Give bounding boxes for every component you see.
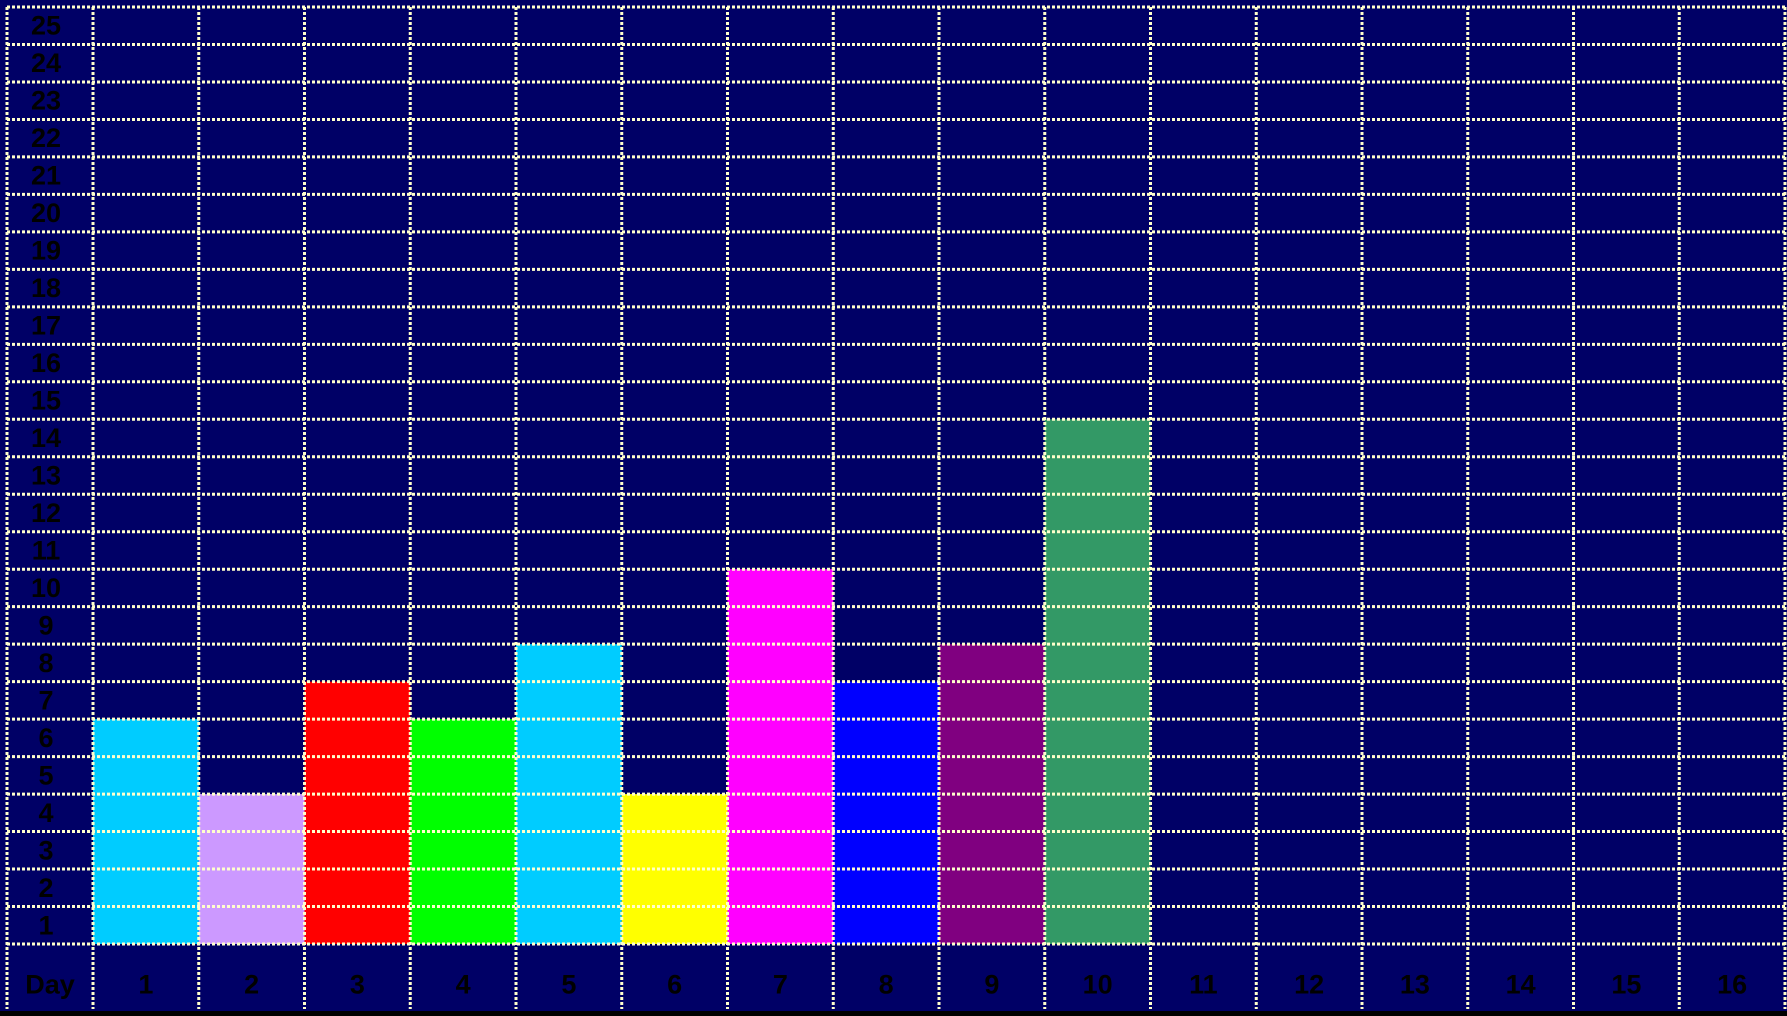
y-tick-label: 14 bbox=[31, 423, 61, 453]
x-tick-label: 3 bbox=[350, 969, 365, 999]
y-tick-label: 13 bbox=[31, 461, 61, 491]
labels-group: 1234567891011121314151617181920212223242… bbox=[25, 11, 1747, 1000]
y-tick-label: 20 bbox=[31, 198, 61, 228]
x-tick-label: 8 bbox=[879, 969, 894, 999]
y-tick-label: 11 bbox=[32, 535, 61, 565]
grid-group bbox=[5, 5, 1787, 1009]
x-tick-label: 15 bbox=[1611, 969, 1641, 999]
y-tick-label: 5 bbox=[38, 760, 53, 790]
y-tick-label: 25 bbox=[31, 11, 61, 41]
y-tick-label: 22 bbox=[31, 123, 61, 153]
x-tick-label: 6 bbox=[667, 969, 682, 999]
x-tick-label: 10 bbox=[1083, 969, 1113, 999]
x-tick-label: 5 bbox=[561, 969, 576, 999]
x-tick-label: 11 bbox=[1189, 969, 1218, 999]
x-tick-label: 1 bbox=[138, 969, 153, 999]
y-tick-label: 16 bbox=[31, 348, 61, 378]
x-tick-label: 13 bbox=[1400, 969, 1430, 999]
y-tick-label: 21 bbox=[31, 161, 61, 191]
y-tick-label: 9 bbox=[38, 610, 53, 640]
y-tick-label: 19 bbox=[31, 236, 61, 266]
y-tick-label: 8 bbox=[38, 648, 53, 678]
y-tick-label: 3 bbox=[38, 835, 53, 865]
x-tick-label: 2 bbox=[244, 969, 259, 999]
x-tick-label: 4 bbox=[456, 969, 471, 999]
x-tick-label: 12 bbox=[1294, 969, 1324, 999]
x-tick-label: 16 bbox=[1717, 969, 1747, 999]
x-tick-label: 7 bbox=[773, 969, 788, 999]
y-tick-label: 23 bbox=[31, 86, 61, 116]
y-tick-label: 10 bbox=[31, 573, 61, 603]
x-tick-label: 14 bbox=[1506, 969, 1536, 999]
bar-day-3 bbox=[304, 681, 411, 944]
x-axis-title: Day bbox=[25, 969, 75, 999]
y-tick-label: 18 bbox=[31, 273, 61, 303]
y-tick-label: 24 bbox=[31, 48, 61, 78]
bar-day-2 bbox=[198, 794, 305, 944]
bar-day-7 bbox=[727, 569, 834, 944]
y-tick-label: 6 bbox=[38, 723, 53, 753]
y-tick-label: 4 bbox=[38, 798, 53, 828]
x-tick-label: 9 bbox=[984, 969, 999, 999]
bar-day-1 bbox=[93, 719, 199, 944]
y-tick-label: 1 bbox=[38, 910, 53, 940]
y-tick-label: 2 bbox=[38, 873, 53, 903]
y-tick-label: 17 bbox=[31, 311, 61, 341]
y-tick-label: 15 bbox=[31, 386, 61, 416]
y-tick-label: 12 bbox=[31, 498, 61, 528]
bar-day-8 bbox=[833, 681, 939, 944]
y-tick-label: 7 bbox=[38, 685, 53, 715]
